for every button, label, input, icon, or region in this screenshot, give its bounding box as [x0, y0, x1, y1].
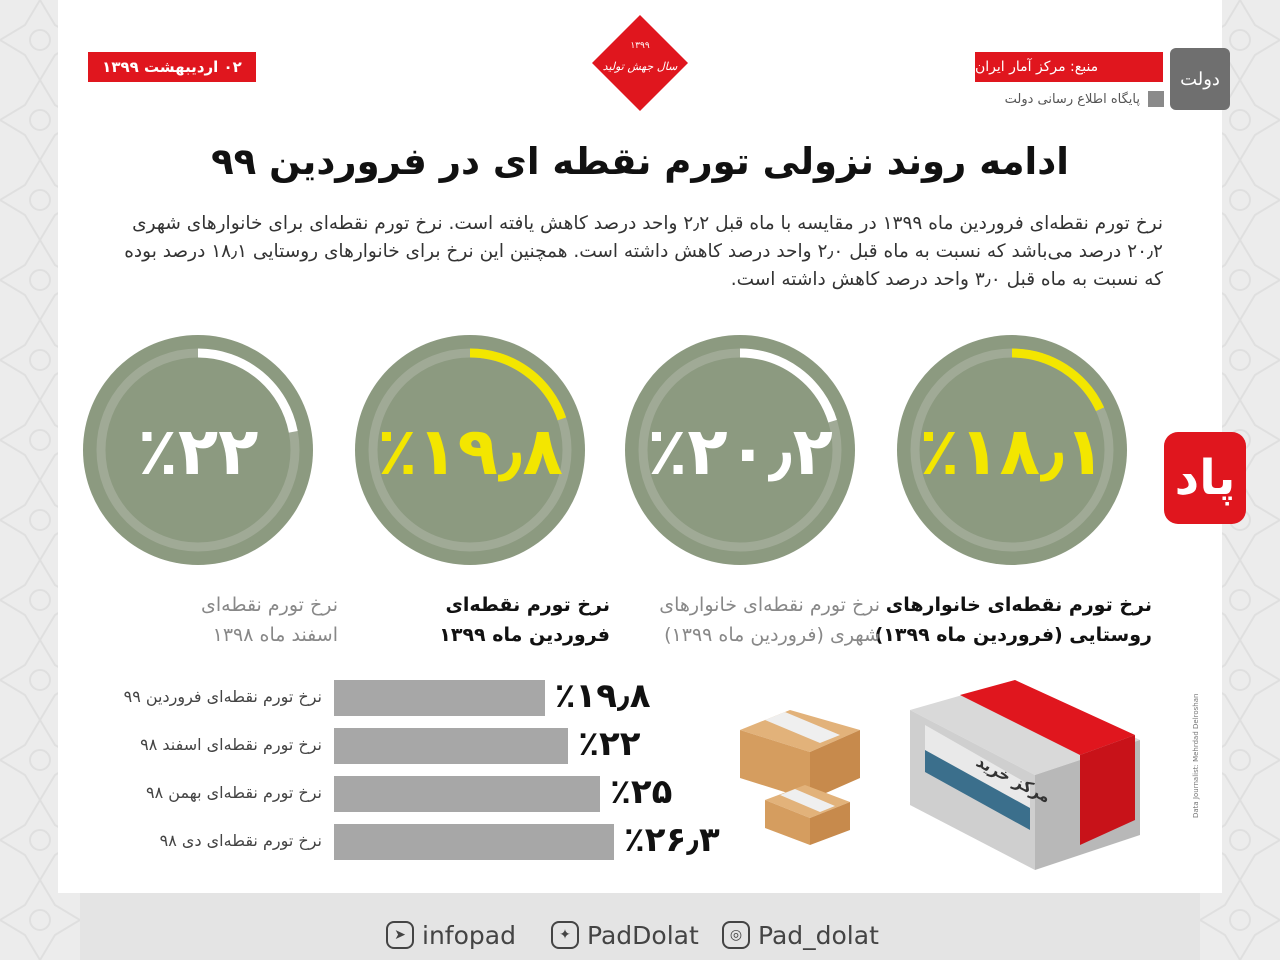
- bar-category-label: نرخ تورم نقطه‌ای بهمن ۹۸: [146, 783, 322, 802]
- gauge-value: ٪۲۰٫۲: [647, 413, 833, 490]
- bar: [334, 824, 614, 860]
- source-badge: منبع: مرکز آمار ایران: [975, 52, 1163, 82]
- gauge-label-line-2: اسفند ماه ۱۳۹۸: [212, 624, 338, 646]
- page-title: ادامه روند نزولی تورم نقطه ای در فروردین…: [211, 140, 1069, 183]
- bar: [334, 680, 545, 716]
- gauge-arc: [469, 348, 567, 421]
- gauge-label-line-2: شهری (فروردین ماه ۱۳۹۹): [664, 624, 880, 646]
- svg-text:Data Journalist: Mehrdad Delro: Data Journalist: Mehrdad Delroshan: [1192, 694, 1200, 818]
- pad-logo: پاد: [1164, 432, 1246, 524]
- gauge-2: ٪۲۰٫۲: [625, 335, 855, 565]
- instagram-handle: Pad_dolat: [758, 920, 879, 950]
- twitter-link[interactable]: ✦ PadDolat: [551, 918, 699, 952]
- twitter-handle: PadDolat: [587, 920, 699, 950]
- bar-category-label: نرخ تورم نقطه‌ای اسفند ۹۸: [140, 735, 322, 754]
- telegram-link[interactable]: ➤ infopad: [386, 918, 516, 952]
- gauge-3: ٪۱۹٫۸: [355, 335, 585, 565]
- gauge-label-line-1: نرخ تورم نقطه‌ای خانوارهای: [659, 594, 880, 616]
- gauge-disc: [355, 335, 585, 565]
- telegram-icon: ➤: [386, 921, 414, 949]
- gauge-label-line-1: نرخ تورم نقطه‌ای: [201, 594, 338, 616]
- gauge-disc: [625, 335, 855, 565]
- bar-value-label: ٪۲۲: [578, 724, 641, 764]
- bar: [334, 776, 601, 812]
- bar: [334, 728, 569, 764]
- instagram-link[interactable]: ◎ Pad_dolat: [722, 918, 879, 952]
- gauge-label-line-2: روستایی (فروردین ماه ۱۳۹۹): [874, 624, 1152, 646]
- gauge-label-line-1: نرخ تورم نقطه‌ای: [445, 594, 610, 616]
- diamond-year: ۱۳۹۹: [630, 41, 650, 51]
- portal-square-icon: [1148, 91, 1164, 107]
- diamond-text: سال جهش تولید: [603, 60, 678, 73]
- gauge-value: ٪۱۹٫۸: [377, 413, 563, 490]
- bar-value-label: ٪۱۹٫۸: [554, 676, 651, 716]
- bar-category-label: نرخ تورم نقطه‌ای دی ۹۸: [159, 831, 322, 850]
- gauge-arc: [739, 348, 837, 423]
- intro-paragraph: نرخ تورم نقطه‌ای فروردین ماه ۱۳۹۹ در مقا…: [124, 213, 1163, 290]
- bar-value-label: ٪۲۶٫۳: [624, 820, 720, 860]
- gauge-label-2: نرخ تورم نقطه‌ای خانوارهای شهری (فروردین …: [600, 590, 880, 650]
- gauge-disc: [83, 335, 313, 565]
- twitter-icon: ✦: [551, 921, 579, 949]
- telegram-handle: infopad: [422, 920, 516, 950]
- gauge-label-3: نرخ تورم نقطه‌ای فروردین ماه ۱۳۹۹: [330, 590, 610, 650]
- gauge-label-line-1: نرخ تورم نقطه‌ای خانوارهای: [885, 594, 1152, 616]
- gauge-arc: [1011, 348, 1105, 412]
- bar-value-label: ٪۲۵: [610, 772, 673, 812]
- bar-category-label: نرخ تورم نقطه‌ای فروردین ۹۹: [123, 687, 322, 706]
- gauge-4: ٪۲۲: [83, 335, 313, 565]
- shopping-center-illustration: مرکز خرید: [910, 680, 1140, 870]
- footer-band: [80, 893, 1200, 960]
- gauge-1: ٪۱۸٫۱: [897, 335, 1127, 565]
- instagram-icon: ◎: [722, 921, 750, 949]
- dolat-logo: دولت: [1170, 48, 1230, 110]
- date-badge: ۰۲ اردیبهشت ۱۳۹۹: [88, 52, 256, 82]
- gauge-label-line-2: فروردین ماه ۱۳۹۹: [439, 624, 610, 646]
- portal-text: پایگاه اطلاع رسانی دولت: [1004, 91, 1140, 107]
- gauge-value: ٪۱۸٫۱: [919, 413, 1105, 490]
- production-year-logo: ۱۳۹۹ سال جهش تولید: [592, 15, 688, 111]
- portal-caption: پایگاه اطلاع رسانی دولت: [978, 88, 1164, 110]
- gauge-label-4: نرخ تورم نقطه‌ای اسفند ماه ۱۳۹۸: [58, 590, 338, 650]
- gauge-value: ٪۲۲: [138, 413, 259, 490]
- gauge-arc: [197, 348, 298, 433]
- credit-text: Data Journalist: Mehrdad Delroshan: [1192, 694, 1200, 818]
- gauge-label-1: نرخ تورم نقطه‌ای خانوارهای روستایی (فرورد…: [872, 590, 1152, 650]
- boxes-illustration: [740, 710, 860, 845]
- gauge-disc: [897, 335, 1127, 565]
